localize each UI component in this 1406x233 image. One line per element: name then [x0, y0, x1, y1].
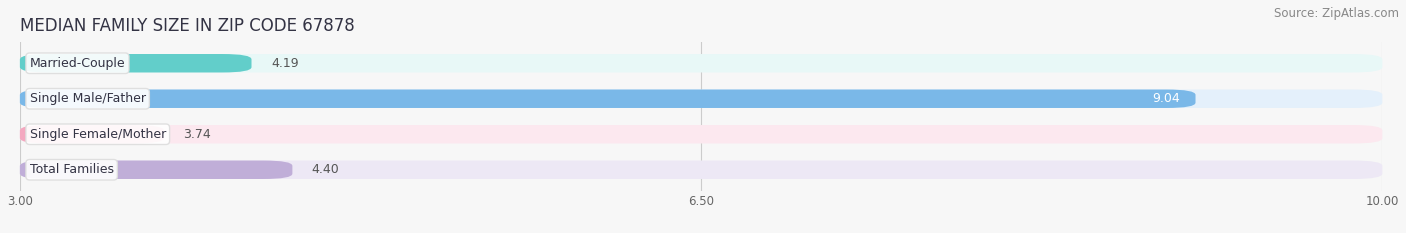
FancyBboxPatch shape	[20, 161, 1382, 179]
FancyBboxPatch shape	[20, 54, 1382, 72]
Text: Married-Couple: Married-Couple	[30, 57, 125, 70]
Text: Single Male/Father: Single Male/Father	[30, 92, 146, 105]
FancyBboxPatch shape	[20, 125, 1382, 144]
Text: Source: ZipAtlas.com: Source: ZipAtlas.com	[1274, 7, 1399, 20]
FancyBboxPatch shape	[20, 161, 292, 179]
Text: 4.19: 4.19	[271, 57, 298, 70]
Text: Total Families: Total Families	[30, 163, 114, 176]
FancyBboxPatch shape	[20, 89, 1195, 108]
Text: 4.40: 4.40	[312, 163, 340, 176]
Text: 9.04: 9.04	[1152, 92, 1180, 105]
Text: MEDIAN FAMILY SIZE IN ZIP CODE 67878: MEDIAN FAMILY SIZE IN ZIP CODE 67878	[20, 17, 354, 35]
FancyBboxPatch shape	[20, 89, 1382, 108]
FancyBboxPatch shape	[20, 125, 165, 144]
Text: 3.74: 3.74	[183, 128, 211, 141]
FancyBboxPatch shape	[20, 54, 252, 72]
Text: Single Female/Mother: Single Female/Mother	[30, 128, 166, 141]
